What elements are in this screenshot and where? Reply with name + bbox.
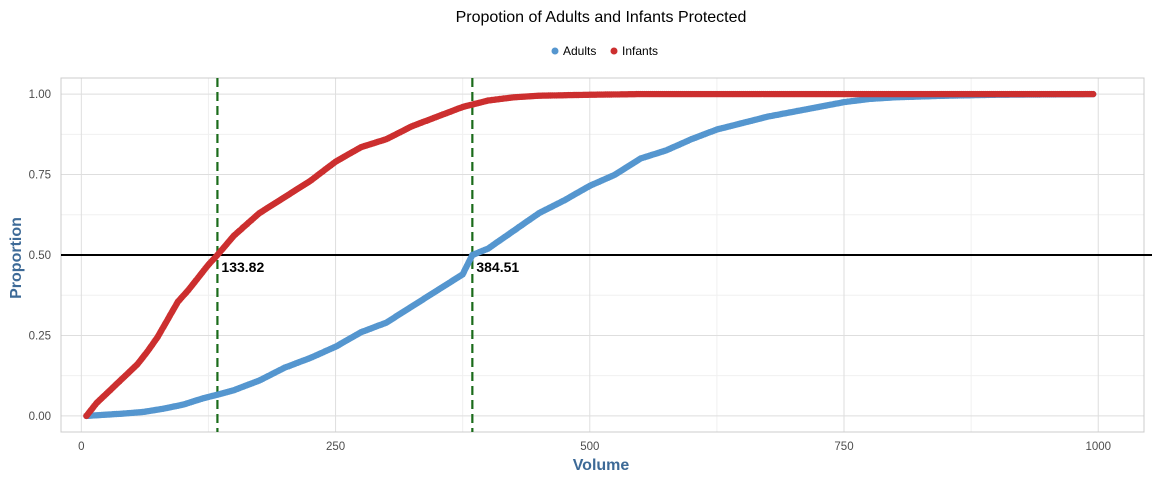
chart-title: Propotion of Adults and Infants Protecte… bbox=[456, 9, 747, 26]
series-layer bbox=[83, 90, 1097, 420]
series-infants bbox=[83, 90, 1097, 420]
y-axis-title: Proportion bbox=[8, 217, 25, 299]
legend-label-infants: Infants bbox=[622, 44, 658, 58]
y-tick-label: 0.25 bbox=[29, 330, 51, 342]
vline-value-label: 133.82 bbox=[221, 259, 264, 275]
y-tick-label: 0.75 bbox=[29, 170, 51, 182]
annotations: 133.82 384.51 bbox=[221, 259, 519, 275]
x-tick-label: 750 bbox=[834, 441, 853, 453]
y-axis-ticks: 0.00 0.25 0.50 0.75 1.00 bbox=[29, 89, 51, 423]
x-tick-label: 0 bbox=[78, 441, 84, 453]
legend-marker-adults bbox=[551, 47, 559, 55]
y-tick-label: 0.00 bbox=[29, 411, 51, 423]
y-tick-label: 1.00 bbox=[29, 89, 51, 101]
x-tick-label: 1000 bbox=[1085, 441, 1111, 453]
data-point bbox=[1089, 90, 1097, 98]
reference-lines bbox=[61, 78, 1152, 432]
x-axis-title: Volume bbox=[573, 457, 630, 474]
vline-value-label: 384.51 bbox=[476, 259, 519, 275]
x-tick-label: 250 bbox=[326, 441, 345, 453]
legend-marker-infants bbox=[610, 47, 618, 55]
legend-label-adults: Adults bbox=[563, 44, 596, 58]
x-tick-label: 500 bbox=[580, 441, 599, 453]
x-axis-ticks: 0 250 500 750 1000 bbox=[78, 441, 1111, 453]
y-tick-label: 0.50 bbox=[29, 250, 51, 262]
legend: Adults Infants bbox=[551, 44, 658, 58]
